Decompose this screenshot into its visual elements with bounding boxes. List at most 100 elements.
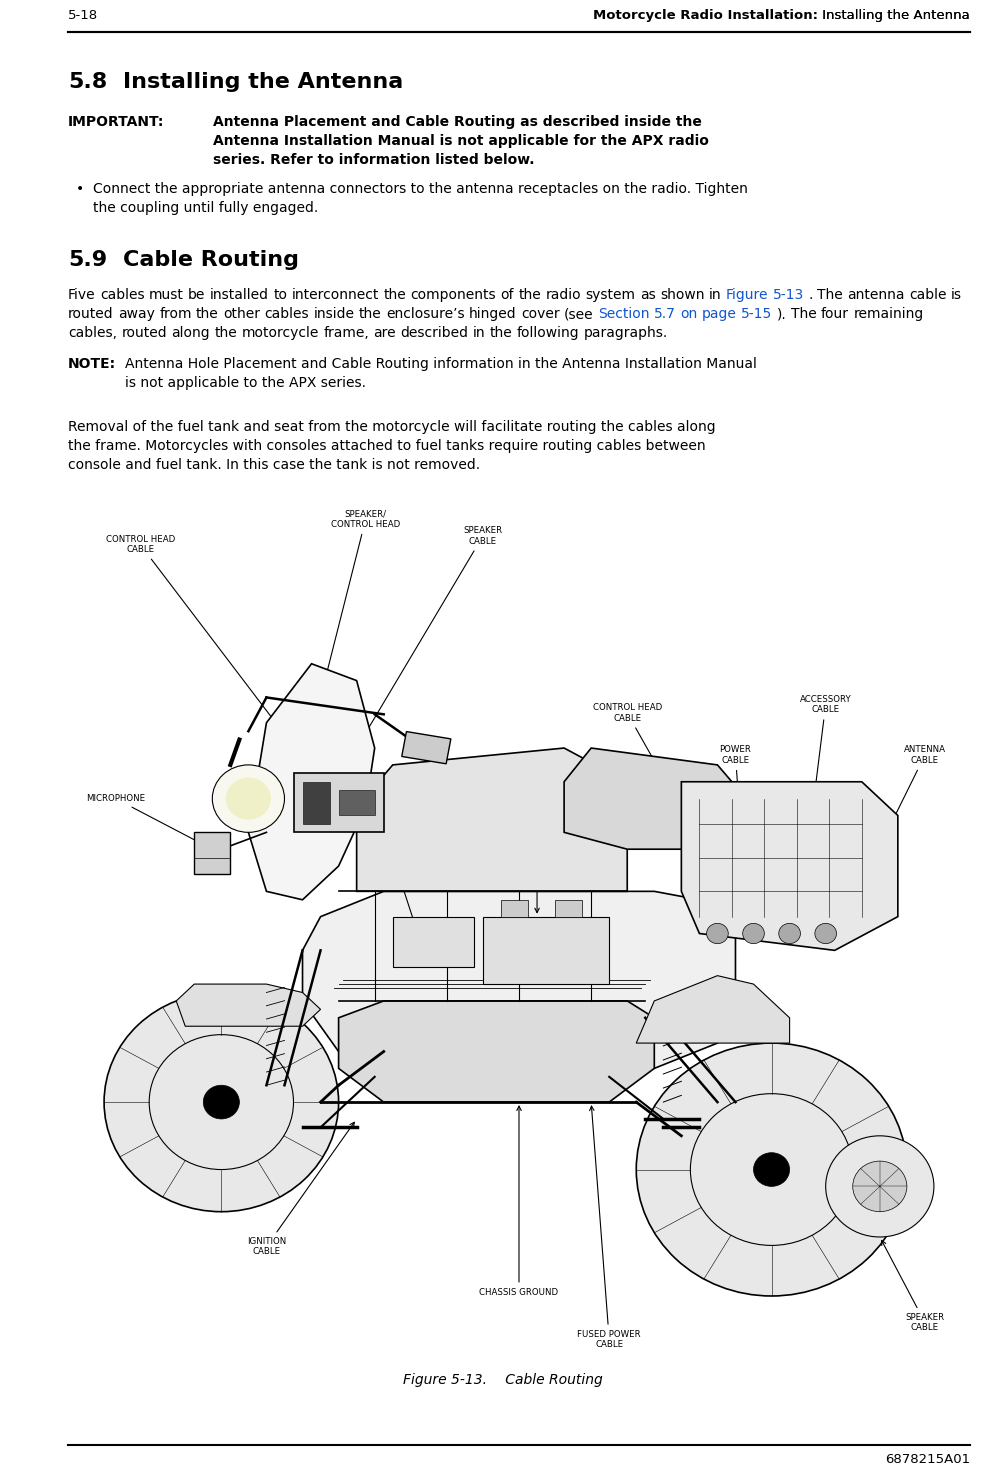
Text: Antenna Placement and Cable Routing as described inside the: Antenna Placement and Cable Routing as d…: [213, 115, 702, 129]
Circle shape: [742, 924, 765, 943]
Circle shape: [706, 924, 728, 943]
Bar: [483, 917, 610, 984]
Text: CHASSIS GROUND: CHASSIS GROUND: [480, 1106, 558, 1297]
Text: in: in: [709, 288, 721, 303]
Text: Figure: Figure: [726, 288, 769, 303]
Text: following: following: [517, 326, 579, 339]
Text: to: to: [274, 288, 288, 303]
Text: BATTERY: BATTERY: [518, 823, 556, 912]
Text: routed: routed: [68, 307, 114, 322]
Text: ).: ).: [777, 307, 787, 322]
Text: .: .: [809, 288, 813, 303]
Text: ACCESSORY
CABLE: ACCESSORY CABLE: [800, 695, 851, 845]
Text: •: •: [76, 182, 85, 195]
Bar: [501, 900, 528, 917]
Text: cables: cables: [265, 307, 309, 322]
Text: the: the: [196, 307, 219, 322]
Text: antenna: antenna: [847, 288, 904, 303]
Text: Removal of the fuel tank and seat from the motorcycle will facilitate routing th: Removal of the fuel tank and seat from t…: [68, 420, 715, 433]
Text: installed: installed: [210, 288, 269, 303]
Text: series. Refer to information listed below.: series. Refer to information listed belo…: [213, 153, 534, 167]
Text: hinged: hinged: [469, 307, 517, 322]
Text: Installing the Antenna: Installing the Antenna: [818, 9, 970, 22]
Text: motorcycle: motorcycle: [241, 326, 319, 339]
Text: paragraphs.: paragraphs.: [583, 326, 668, 339]
Text: 5-13: 5-13: [773, 288, 804, 303]
Circle shape: [826, 1136, 934, 1237]
Text: routed: routed: [122, 326, 167, 339]
Polygon shape: [564, 748, 753, 849]
Text: 6878215A01: 6878215A01: [885, 1453, 970, 1466]
Text: radio: radio: [545, 288, 581, 303]
Text: The: The: [817, 288, 843, 303]
Bar: [555, 900, 582, 917]
Text: interconnect: interconnect: [292, 288, 379, 303]
Text: Cable Routing: Cable Routing: [123, 250, 299, 270]
Text: 5.8: 5.8: [68, 72, 108, 93]
Text: Antenna Installation Manual is not applicable for the APX radio: Antenna Installation Manual is not appli…: [213, 134, 709, 148]
Text: is not applicable to the APX series.: is not applicable to the APX series.: [125, 376, 366, 389]
Text: NOTE:: NOTE:: [68, 357, 116, 372]
Text: cables,: cables,: [68, 326, 117, 339]
Text: FUSED POWER
CABLE: FUSED POWER CABLE: [577, 1106, 641, 1349]
Text: (see: (see: [564, 307, 594, 322]
Text: in: in: [473, 326, 485, 339]
Text: SPEAKER/
CONTROL HEAD: SPEAKER/ CONTROL HEAD: [321, 510, 400, 693]
Text: away: away: [118, 307, 155, 322]
Text: be: be: [188, 288, 205, 303]
Text: 5.7: 5.7: [654, 307, 676, 322]
Circle shape: [636, 1043, 906, 1296]
Text: the: the: [518, 288, 541, 303]
Text: The: The: [791, 307, 817, 322]
Circle shape: [779, 924, 801, 943]
Circle shape: [203, 1086, 239, 1119]
Text: Installing the Antenna: Installing the Antenna: [123, 72, 403, 93]
Circle shape: [104, 993, 339, 1212]
Text: the: the: [383, 288, 406, 303]
Text: SPEAKER
CABLE: SPEAKER CABLE: [359, 526, 502, 745]
Text: SPEAKER
CABLE: SPEAKER CABLE: [881, 1240, 945, 1332]
Text: ANTENNA
CABLE: ANTENNA CABLE: [863, 745, 946, 880]
Bar: [392, 917, 474, 967]
Text: frame,: frame,: [323, 326, 369, 339]
Polygon shape: [636, 975, 790, 1043]
Circle shape: [853, 1161, 906, 1212]
Text: described: described: [400, 326, 469, 339]
Text: Figure 5-13.  Cable Routing: Figure 5-13. Cable Routing: [403, 1374, 603, 1387]
Text: 5-18: 5-18: [68, 9, 99, 22]
Polygon shape: [176, 984, 321, 1027]
Text: Section: Section: [599, 307, 650, 322]
Circle shape: [212, 765, 285, 833]
Text: must: must: [149, 288, 184, 303]
Text: Motorcycle Radio Installation:: Motorcycle Radio Installation:: [594, 9, 818, 22]
Text: the coupling until fully engaged.: the coupling until fully engaged.: [93, 201, 318, 214]
Text: enclosure’s: enclosure’s: [386, 307, 465, 322]
Text: Antenna Hole Placement and Cable Routing information in the Antenna Installation: Antenna Hole Placement and Cable Routing…: [125, 357, 757, 372]
Text: Installing the Antenna: Installing the Antenna: [818, 9, 970, 22]
Polygon shape: [339, 1000, 654, 1102]
Circle shape: [815, 924, 837, 943]
Text: 5-15: 5-15: [741, 307, 773, 322]
Bar: [194, 833, 230, 874]
Text: POWER
CABLE: POWER CABLE: [719, 745, 751, 878]
Text: shown: shown: [660, 288, 704, 303]
Text: Five: Five: [68, 288, 96, 303]
Text: from: from: [159, 307, 192, 322]
Text: the: the: [214, 326, 237, 339]
Text: MICROPHONE: MICROPHONE: [87, 795, 209, 848]
Text: Connect the appropriate antenna connectors to the antenna receptacles on the rad: Connect the appropriate antenna connecto…: [93, 182, 747, 195]
Text: along: along: [171, 326, 210, 339]
Text: CONTROL HEAD
CABLE: CONTROL HEAD CABLE: [593, 704, 697, 837]
Text: remaining: remaining: [853, 307, 924, 322]
Text: cables: cables: [100, 288, 145, 303]
Polygon shape: [303, 892, 735, 1068]
Text: are: are: [373, 326, 396, 339]
Polygon shape: [248, 664, 374, 900]
Text: page: page: [702, 307, 736, 322]
Text: is: is: [951, 288, 962, 303]
Text: the frame. Motorcycles with consoles attached to fuel tanks require routing cabl: the frame. Motorcycles with consoles att…: [68, 439, 705, 452]
Text: IMPORTANT:: IMPORTANT:: [68, 115, 164, 129]
Text: the: the: [490, 326, 512, 339]
Bar: [294, 773, 383, 833]
Polygon shape: [681, 782, 897, 950]
